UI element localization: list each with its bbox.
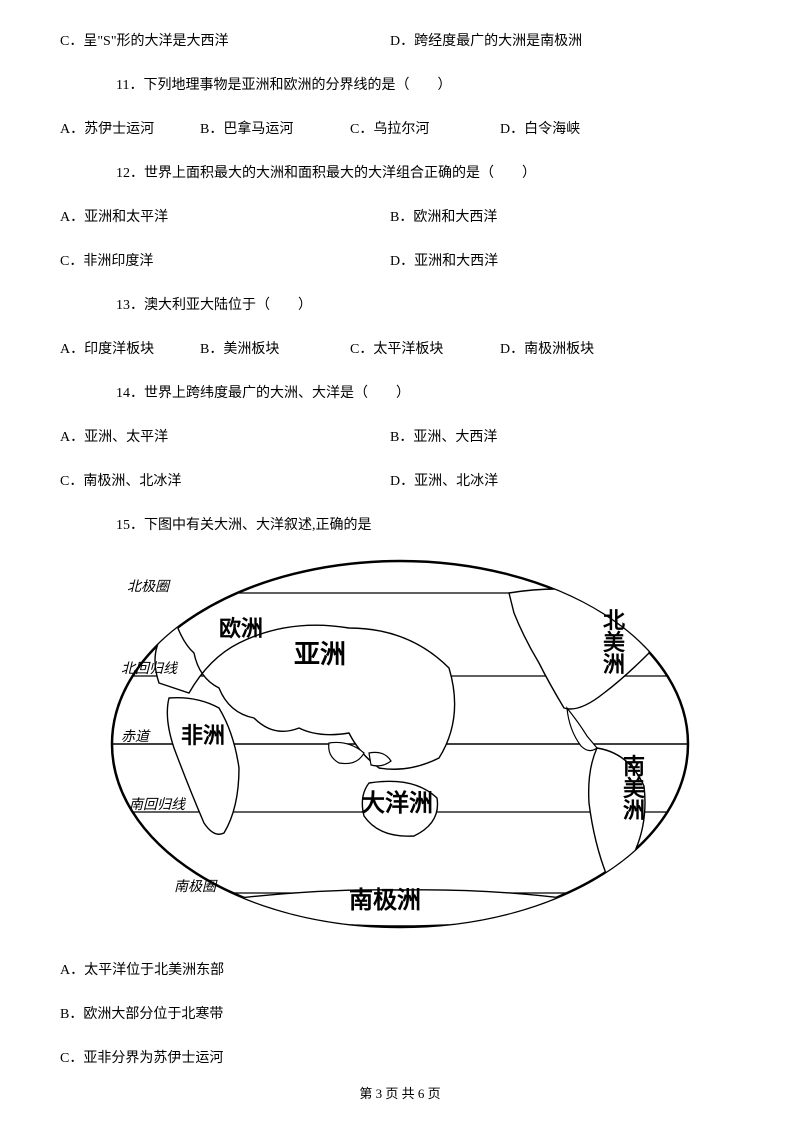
q15-option-a: A．太平洋位于北美洲东部 <box>60 959 740 979</box>
option-b: B．欧洲和大西洋 <box>390 206 740 226</box>
q15-text: 15．下图中有关大洲、大洋叙述,正确的是 <box>60 514 740 534</box>
option-d: D．白令海峡 <box>500 118 650 138</box>
q13-options: A．印度洋板块 B．美洲板块 C．太平洋板块 D．南极洲板块 <box>60 338 740 358</box>
q11-text: 11．下列地理事物是亚洲和欧洲的分界线的是（ ） <box>60 74 740 94</box>
option-b: B．巴拿马运河 <box>200 118 350 138</box>
option-c: C．乌拉尔河 <box>350 118 500 138</box>
option-c: C．呈"S"形的大洋是大西洋 <box>60 30 390 50</box>
option-d: D．亚洲和大西洋 <box>390 250 740 270</box>
svg-text:北回归线: 北回归线 <box>121 661 179 677</box>
svg-text:亚洲: 亚洲 <box>294 640 346 669</box>
option-d: D．亚洲、北冰洋 <box>390 470 740 490</box>
svg-text:欧洲: 欧洲 <box>219 616 263 641</box>
q12-options-ab: A．亚洲和太平洋 B．欧洲和大西洋 <box>60 206 740 226</box>
svg-text:南极圈: 南极圈 <box>174 879 218 895</box>
world-map: 北极圈 北回归线 赤道 南回归线 南极圈 欧洲 亚洲 非洲 大洋洲 南极洲 北美… <box>109 558 691 935</box>
svg-text:南极洲: 南极洲 <box>349 887 421 914</box>
svg-text:大洋洲: 大洋洲 <box>361 789 433 817</box>
option-d: D．跨经度最广的大洲是南极洲 <box>390 30 740 50</box>
q12-options-cd: C．非洲印度洋 D．亚洲和大西洋 <box>60 250 740 270</box>
q14-text: 14．世界上跨纬度最广的大洲、大洋是（ ） <box>60 382 740 402</box>
page-footer: 第 3 页 共 6 页 <box>0 1083 800 1102</box>
q11-options: A．苏伊士运河 B．巴拿马运河 C．乌拉尔河 D．白令海峡 <box>60 118 740 138</box>
option-b: B．美洲板块 <box>200 338 350 358</box>
q15-option-c: C．亚非分界为苏伊士运河 <box>60 1047 740 1067</box>
option-a: A．苏伊士运河 <box>60 118 200 138</box>
svg-text:北极圈: 北极圈 <box>127 579 171 595</box>
svg-text:赤道: 赤道 <box>121 729 151 745</box>
svg-text:南美洲: 南美洲 <box>623 754 646 823</box>
q14-options-ab: A．亚洲、太平洋 B．亚洲、大西洋 <box>60 426 740 446</box>
q10-options-cd: C．呈"S"形的大洋是大西洋 D．跨经度最广的大洲是南极洲 <box>60 30 740 50</box>
option-a: A．印度洋板块 <box>60 338 200 358</box>
option-d: D．南极洲板块 <box>500 338 650 358</box>
q14-options-cd: C．南极洲、北冰洋 D．亚洲、北冰洋 <box>60 470 740 490</box>
option-b: B．亚洲、大西洋 <box>390 426 740 446</box>
option-c: C．非洲印度洋 <box>60 250 390 270</box>
q15-option-b: B．欧洲大部分位于北寒带 <box>60 1003 740 1023</box>
q12-text: 12．世界上面积最大的大洲和面积最大的大洋组合正确的是（ ） <box>60 162 740 182</box>
option-a: A．亚洲、太平洋 <box>60 426 390 446</box>
svg-text:北美洲: 北美洲 <box>603 608 626 677</box>
q13-text: 13．澳大利亚大陆位于（ ） <box>60 294 740 314</box>
svg-text:非洲: 非洲 <box>181 723 225 748</box>
option-c: C．南极洲、北冰洋 <box>60 470 390 490</box>
svg-text:南回归线: 南回归线 <box>129 797 187 813</box>
option-a: A．亚洲和太平洋 <box>60 206 390 226</box>
option-c: C．太平洋板块 <box>350 338 500 358</box>
